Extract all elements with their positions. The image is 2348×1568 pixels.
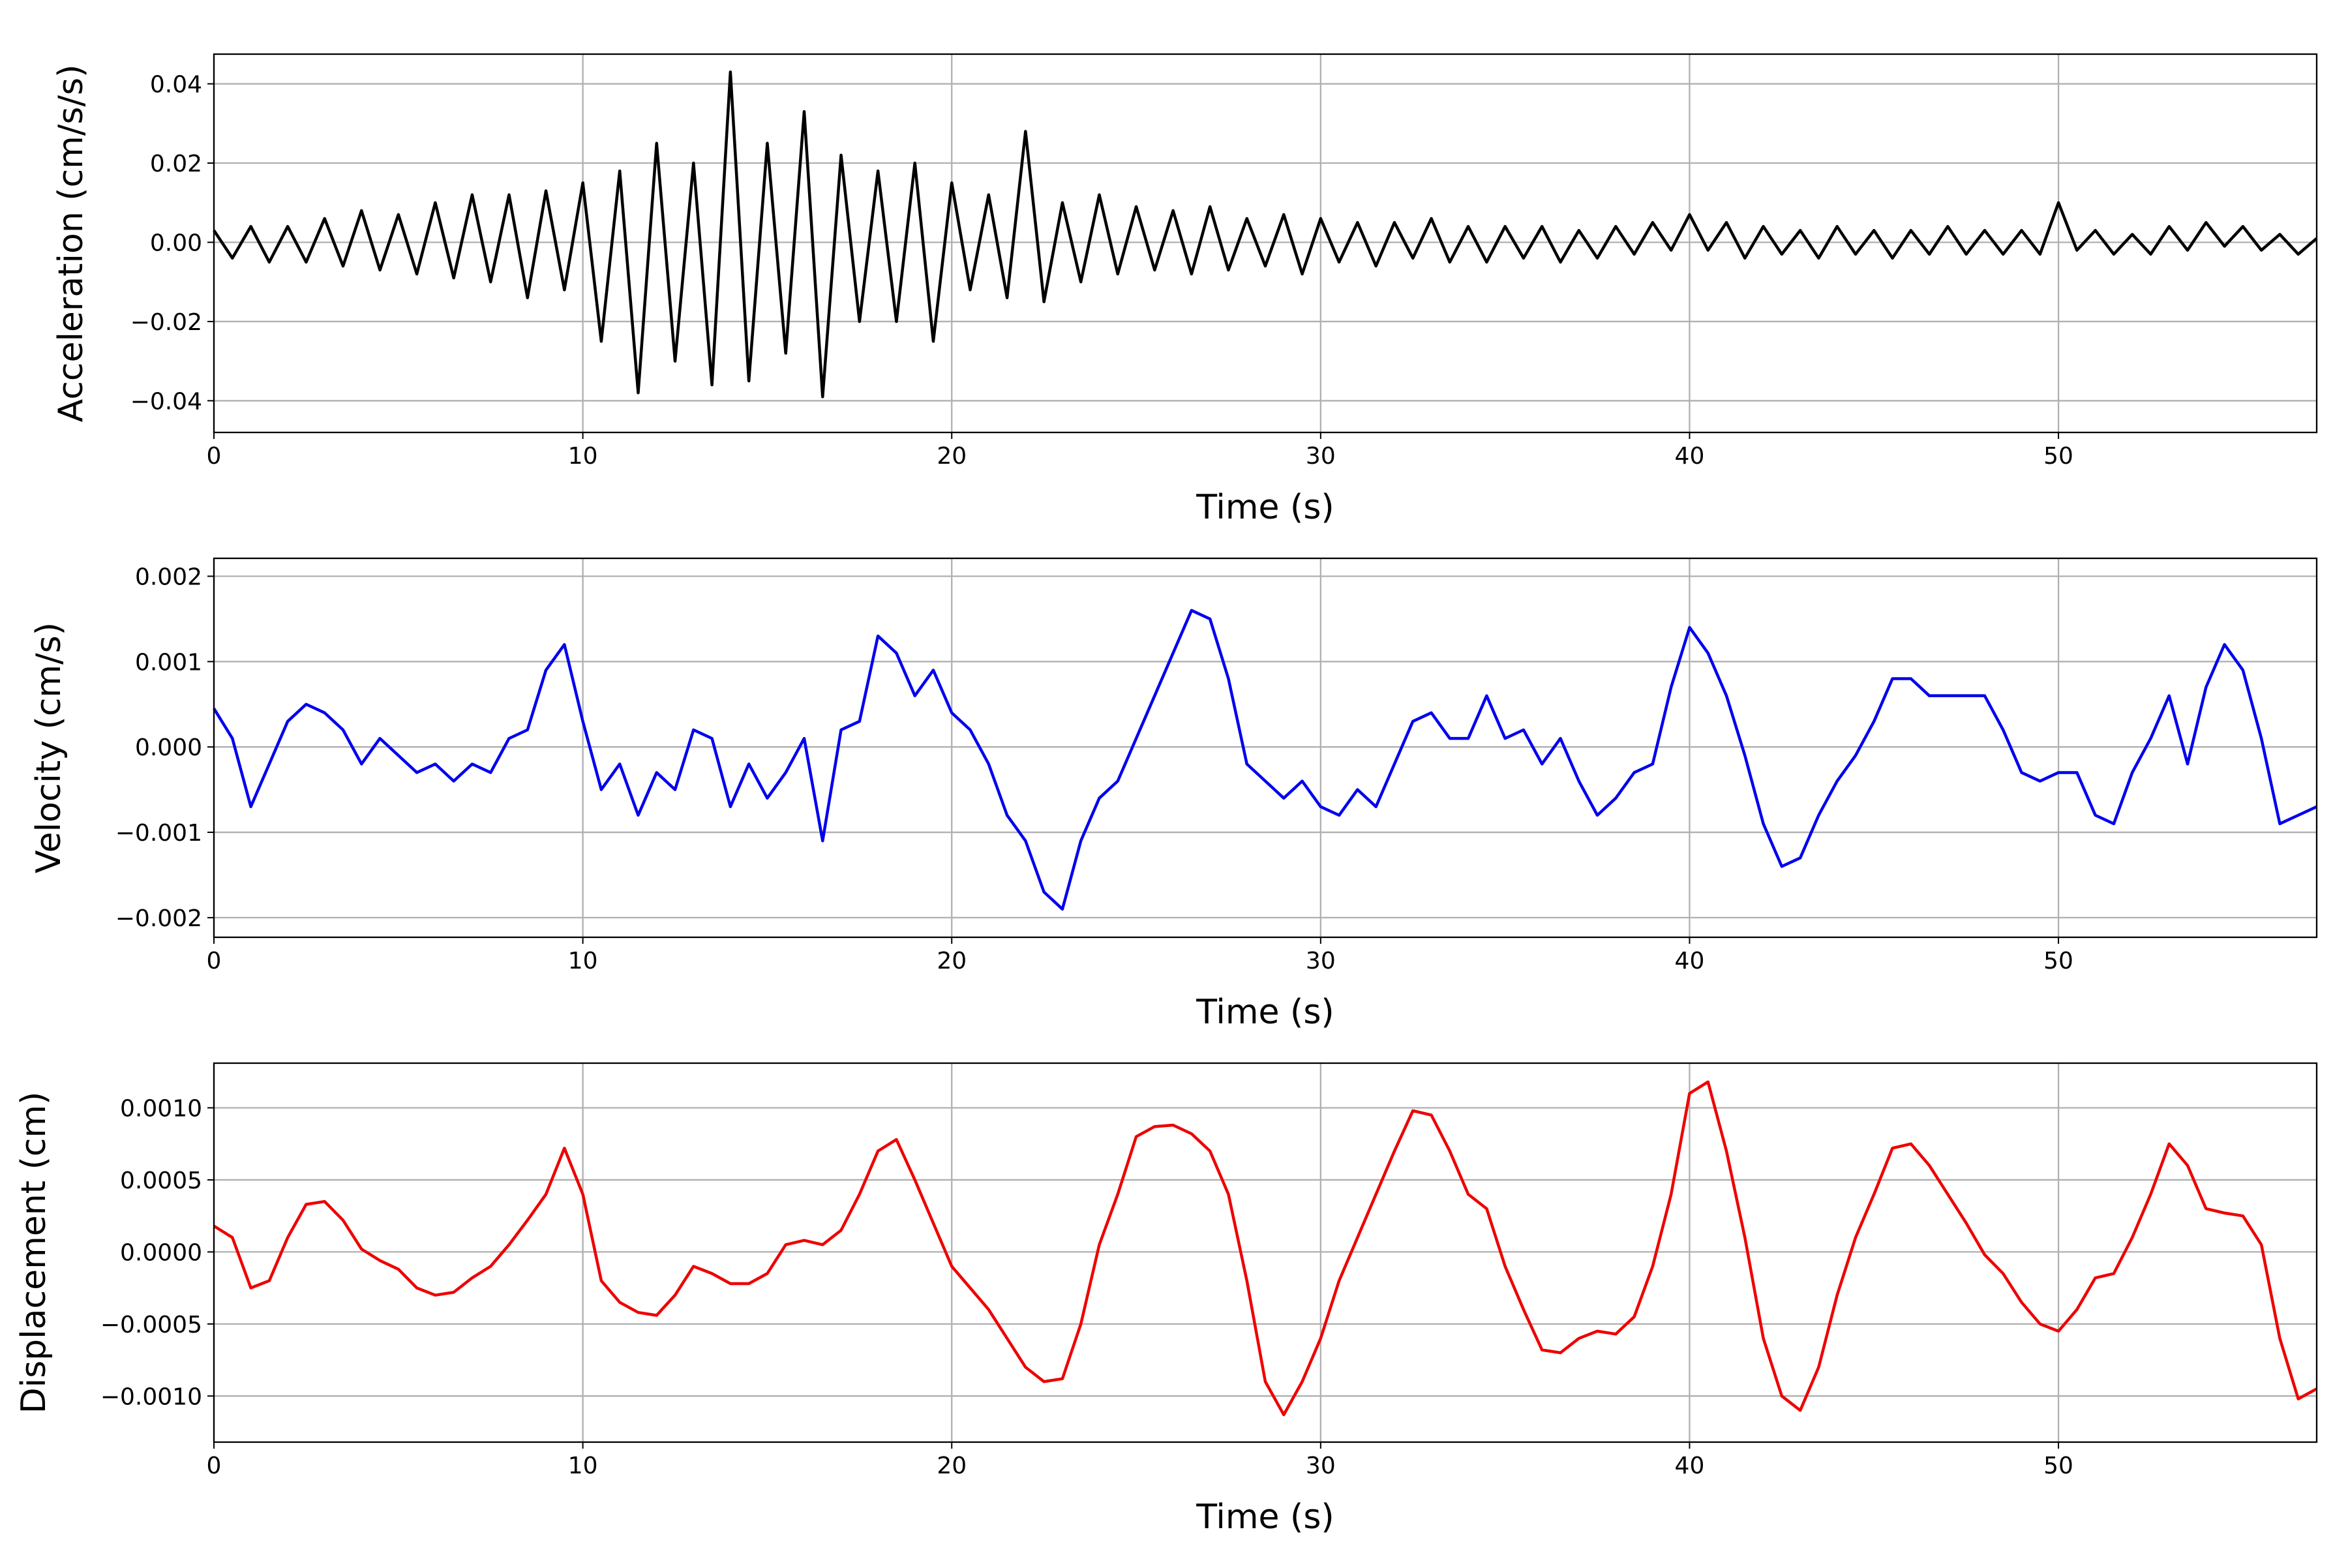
y-tick-label: 0.0010 (120, 1095, 202, 1122)
x-tick-label: 10 (568, 948, 598, 974)
x-tick-label: 40 (1675, 443, 1705, 470)
x-tick-label: 10 (568, 443, 598, 470)
y-tick-label: −0.02 (130, 309, 202, 336)
y-tick-label: 0.04 (150, 72, 202, 98)
y-tick-label: 0.02 (150, 151, 202, 177)
y-axis-label: Velocity (cm/s) (29, 622, 68, 873)
axes-frame (213, 53, 2318, 434)
y-axis-label: Acceleration (cm/s/s) (52, 65, 91, 423)
y-tick-label: −0.0005 (100, 1312, 202, 1338)
x-tick-label: 40 (1675, 1453, 1705, 1479)
y-tick-label: 0.001 (135, 649, 202, 676)
x-tick-label: 0 (207, 948, 222, 974)
y-tick-label: −0.002 (115, 905, 202, 932)
y-axis-label: Displacement (cm) (14, 1092, 53, 1414)
x-tick-label: 20 (937, 948, 967, 974)
x-tick-label: 0 (207, 443, 222, 470)
x-axis-label: Time (s) (1196, 1498, 1334, 1537)
x-tick-label: 10 (568, 1453, 598, 1479)
x-tick-label: 30 (1306, 948, 1336, 974)
x-tick-label: 50 (2043, 1453, 2073, 1479)
y-tick-label: −0.04 (130, 388, 202, 415)
x-axis-label: Time (s) (1196, 993, 1334, 1032)
data-line (213, 609, 2317, 911)
y-tick-label: 0.000 (135, 734, 202, 761)
x-tick-label: 20 (937, 1453, 967, 1479)
x-tick-label: 0 (207, 1453, 222, 1479)
data-line (213, 1080, 2318, 1417)
y-tick-label: −0.0010 (100, 1383, 202, 1410)
x-tick-label: 40 (1675, 948, 1705, 974)
y-tick-label: 0.0000 (120, 1239, 202, 1266)
x-axis-label: Time (s) (1196, 488, 1334, 527)
data-line (213, 70, 2318, 399)
y-tick-label: 0.00 (150, 230, 202, 256)
axes-frame (213, 1062, 2318, 1443)
x-tick-label: 50 (2043, 948, 2073, 974)
axes-frame (213, 557, 2318, 939)
x-tick-label: 30 (1306, 443, 1336, 470)
y-tick-label: 0.0005 (120, 1168, 202, 1194)
y-tick-label: 0.002 (135, 564, 202, 590)
x-tick-label: 30 (1306, 1453, 1336, 1479)
x-tick-label: 50 (2043, 443, 2073, 470)
x-tick-label: 20 (937, 443, 967, 470)
y-tick-label: −0.001 (115, 820, 202, 847)
